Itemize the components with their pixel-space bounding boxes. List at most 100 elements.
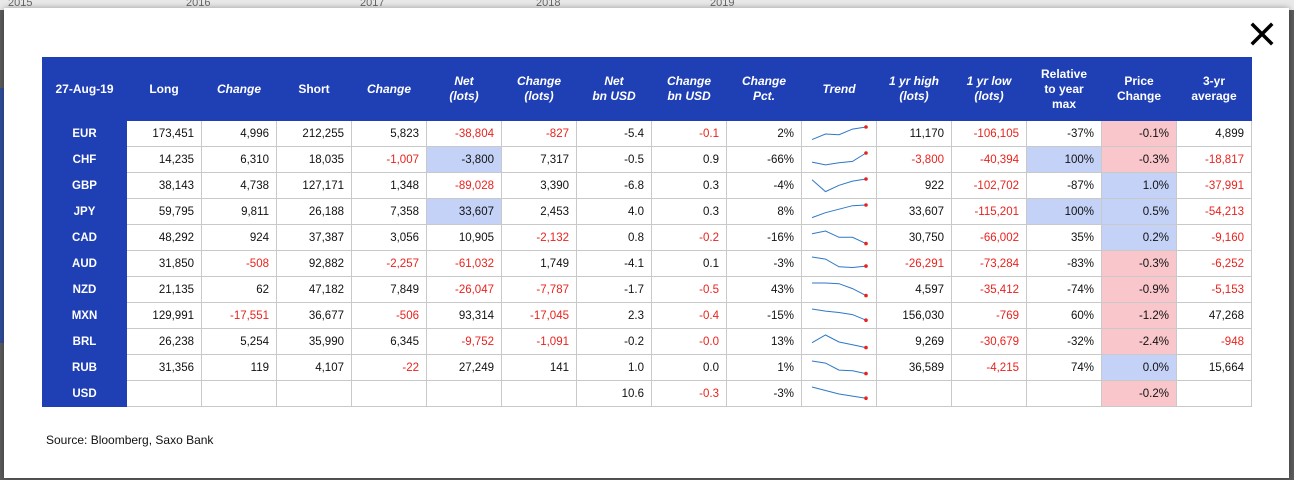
cell-long: 21,135 — [126, 276, 202, 303]
close-icon[interactable] — [1248, 20, 1276, 48]
cell-long-change: 62 — [201, 276, 277, 303]
sparkline-chart — [811, 150, 868, 165]
cell-short-change: 3,056 — [351, 224, 427, 251]
cell-low-1yr: -102,702 — [951, 172, 1027, 199]
cell-price-change: -0.9% — [1101, 276, 1177, 303]
table-row: USD 10.6 -0.3 -3% -0.2% — [42, 380, 1252, 407]
column-header: Trend — [801, 57, 877, 121]
cell-change-lots — [501, 380, 577, 407]
cell-avg-3yr: -5,153 — [1176, 276, 1252, 303]
cell-long: 31,850 — [126, 250, 202, 277]
cell-long-change: -17,551 — [201, 302, 277, 329]
cell-low-1yr: -106,105 — [951, 120, 1027, 147]
column-header: Relative to year max — [1026, 57, 1102, 121]
table-row: BRL 26,238 5,254 35,990 6,345 -9,752 -1,091 -0.… — [42, 328, 1252, 355]
cell-change-bn-usd: -0.5 — [651, 276, 727, 303]
sparkline-line — [811, 256, 867, 268]
sparkline-chart — [811, 360, 868, 375]
cell-change-bn-usd: 0.3 — [651, 172, 727, 199]
table-row: MXN 129,991 -17,551 36,677 -506 93,314 -17,045… — [42, 302, 1252, 329]
cell-short-change: 7,849 — [351, 276, 427, 303]
cell-net-lots: -89,028 — [426, 172, 502, 199]
row-currency-label: NZD — [42, 276, 127, 303]
row-currency-label: AUD — [42, 250, 127, 277]
cell-short: 18,035 — [276, 146, 352, 173]
cell-net-bn-usd: -1.7 — [576, 276, 652, 303]
cell-avg-3yr: -18,817 — [1176, 146, 1252, 173]
cell-net-bn-usd: 2.3 — [576, 302, 652, 329]
cell-avg-3yr: 4,899 — [1176, 120, 1252, 147]
cell-change-pct: -15% — [726, 302, 802, 329]
cell-low-1yr: -30,679 — [951, 328, 1027, 355]
cell-long-change: -508 — [201, 250, 277, 277]
cell-short-change: -22 — [351, 354, 427, 381]
row-currency-label: JPY — [42, 198, 127, 225]
cell-low-1yr: -40,394 — [951, 146, 1027, 173]
cell-long: 129,991 — [126, 302, 202, 329]
cell-change-pct: -3% — [726, 250, 802, 277]
cell-long-change: 4,996 — [201, 120, 277, 147]
cell-high-1yr: 30,750 — [876, 224, 952, 251]
cell-change-lots: -1,091 — [501, 328, 577, 355]
cell-price-change: -0.3% — [1101, 146, 1177, 173]
cell-relative-max: 74% — [1026, 354, 1102, 381]
cell-relative-max: -87% — [1026, 172, 1102, 199]
cell-relative-max: 60% — [1026, 302, 1102, 329]
sparkline-marker — [864, 176, 868, 181]
cell-change-lots: -827 — [501, 120, 577, 147]
sparkline-line — [811, 308, 867, 321]
sparkline-marker — [864, 202, 868, 207]
column-header: 1 yr high (lots) — [876, 57, 952, 121]
cell-high-1yr: 156,030 — [876, 302, 952, 329]
cell-net-bn-usd: 10.6 — [576, 380, 652, 407]
cell-price-change: -0.2% — [1101, 380, 1177, 407]
lightbox-dialog: 27-Aug-19 Long Change Short Change Net (lots) C… — [4, 8, 1289, 478]
cell-low-1yr: -73,284 — [951, 250, 1027, 277]
cell-change-lots: -17,045 — [501, 302, 577, 329]
cell-net-bn-usd: -6.8 — [576, 172, 652, 199]
cell-change-lots: -7,787 — [501, 276, 577, 303]
background-chart-axis — [0, 0, 1294, 10]
column-header: 27-Aug-19 — [42, 57, 127, 121]
sparkline-marker — [864, 371, 868, 375]
cell-short-change: 7,358 — [351, 198, 427, 225]
table-row: AUD 31,850 -508 92,882 -2,257 -61,032 1,749 -4.… — [42, 250, 1252, 277]
cell-high-1yr: -26,291 — [876, 250, 952, 277]
cell-short: 127,171 — [276, 172, 352, 199]
cell-high-1yr: 36,589 — [876, 354, 952, 381]
cell-short: 4,107 — [276, 354, 352, 381]
column-header: Long — [126, 57, 202, 121]
cell-net-bn-usd: 4.0 — [576, 198, 652, 225]
cell-low-1yr: -35,412 — [951, 276, 1027, 303]
cell-change-bn-usd: -0.1 — [651, 120, 727, 147]
cell-change-lots: 2,453 — [501, 198, 577, 225]
trend-sparkline — [801, 328, 877, 355]
cell-change-bn-usd: 0.1 — [651, 250, 727, 277]
sparkline-line — [811, 229, 867, 244]
cell-change-pct: 1% — [726, 354, 802, 381]
cell-relative-max — [1026, 380, 1102, 407]
cell-short: 47,182 — [276, 276, 352, 303]
trend-sparkline — [801, 302, 877, 329]
cell-change-bn-usd: 0.0 — [651, 354, 727, 381]
sparkline-marker — [864, 124, 868, 129]
cell-change-bn-usd: -0.4 — [651, 302, 727, 329]
row-currency-label: CAD — [42, 224, 127, 251]
cell-avg-3yr: -54,213 — [1176, 198, 1252, 225]
cell-net-lots: 33,607 — [426, 198, 502, 225]
cell-change-lots: -2,132 — [501, 224, 577, 251]
cell-relative-max: -32% — [1026, 328, 1102, 355]
cell-long-change — [201, 380, 277, 407]
sparkline-line — [811, 152, 867, 165]
cell-high-1yr: 922 — [876, 172, 952, 199]
cell-short-change: -506 — [351, 302, 427, 329]
table-body: EUR 173,451 4,996 212,255 5,823 -38,804 -827 -5… — [42, 120, 1252, 407]
row-currency-label: GBP — [42, 172, 127, 199]
trend-sparkline — [801, 224, 877, 251]
trend-sparkline — [801, 146, 877, 173]
table-row: GBP 38,143 4,738 127,171 1,348 -89,028 3,390 -6… — [42, 172, 1252, 199]
trend-sparkline — [801, 354, 877, 381]
cell-high-1yr: 11,170 — [876, 120, 952, 147]
cell-low-1yr: -769 — [951, 302, 1027, 329]
cell-long: 14,235 — [126, 146, 202, 173]
